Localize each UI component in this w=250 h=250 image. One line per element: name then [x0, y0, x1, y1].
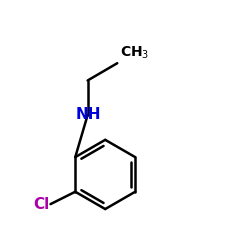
Text: NH: NH	[76, 107, 102, 122]
Text: CH$_3$: CH$_3$	[120, 44, 149, 61]
Text: Cl: Cl	[33, 197, 49, 212]
